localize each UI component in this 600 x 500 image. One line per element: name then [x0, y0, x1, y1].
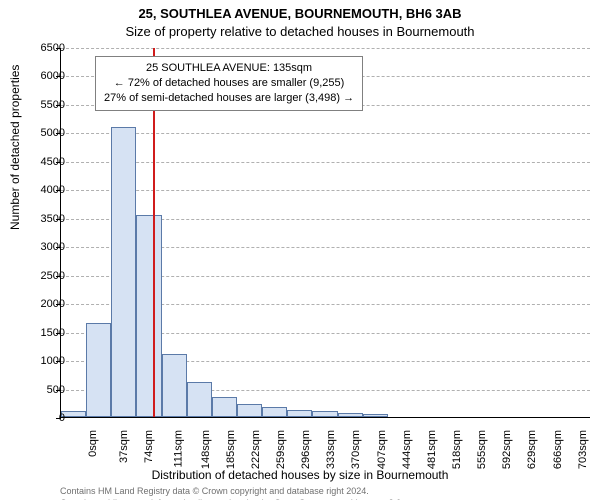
gridline [61, 133, 590, 134]
y-tick-label: 3000 [15, 241, 65, 253]
x-tick-label: 37sqm [118, 430, 130, 463]
x-tick-label: 370sqm [351, 430, 363, 469]
annotation-line: 27% of semi-detached houses are larger (… [104, 91, 354, 106]
y-tick-label: 5500 [15, 99, 65, 111]
y-tick-label: 5000 [15, 127, 65, 139]
x-tick-label: 185sqm [225, 430, 237, 469]
gridline [61, 48, 590, 49]
x-tick-label: 592sqm [501, 430, 513, 469]
x-tick-label: 148sqm [200, 430, 212, 469]
y-tick-label: 0 [15, 412, 65, 424]
histogram-bar [262, 407, 287, 417]
y-tick-label: 2500 [15, 270, 65, 282]
x-tick-label: 222sqm [250, 430, 262, 469]
histogram-bar [136, 215, 161, 417]
y-tick-label: 4000 [15, 184, 65, 196]
histogram-plot-area: 25 SOUTHLEA AVENUE: 135sqm← 72% of detac… [60, 48, 590, 418]
histogram-bar [187, 382, 212, 417]
histogram-bar [86, 323, 111, 417]
chart-title-line1: 25, SOUTHLEA AVENUE, BOURNEMOUTH, BH6 3A… [0, 6, 600, 21]
x-tick-label: 518sqm [451, 430, 463, 469]
histogram-bar [363, 414, 388, 417]
y-tick-label: 500 [15, 384, 65, 396]
histogram-bar [237, 404, 262, 417]
gridline [61, 162, 590, 163]
x-tick-label: 481sqm [426, 430, 438, 469]
histogram-bar [111, 127, 136, 417]
annotation-line: ← 72% of detached houses are smaller (9,… [104, 76, 354, 91]
chart-title-line2: Size of property relative to detached ho… [0, 24, 600, 39]
x-tick-label: 555sqm [476, 430, 488, 469]
x-tick-label: 0sqm [87, 430, 99, 457]
x-tick-label: 407sqm [376, 430, 388, 469]
histogram-bar [287, 410, 312, 417]
x-tick-label: 111sqm [173, 430, 185, 468]
chart-container: 25, SOUTHLEA AVENUE, BOURNEMOUTH, BH6 3A… [0, 0, 600, 500]
x-tick-label: 296sqm [300, 430, 312, 469]
footer-copyright-line1: Contains HM Land Registry data © Crown c… [60, 486, 369, 496]
x-tick-label: 666sqm [552, 430, 564, 469]
x-tick-label: 444sqm [401, 430, 413, 469]
y-axis-title: Number of detached properties [8, 65, 22, 230]
y-tick-label: 6000 [15, 70, 65, 82]
y-tick-label: 1500 [15, 327, 65, 339]
y-tick-label: 3500 [15, 213, 65, 225]
y-tick-label: 2000 [15, 298, 65, 310]
x-tick-label: 259sqm [275, 430, 287, 469]
histogram-bar [312, 411, 337, 417]
x-tick-label: 703sqm [577, 430, 589, 469]
histogram-bar [338, 413, 363, 417]
x-tick-label: 74sqm [143, 430, 155, 463]
histogram-bar [212, 397, 237, 417]
y-tick-label: 4500 [15, 156, 65, 168]
histogram-bar [162, 354, 187, 417]
x-tick-label: 333sqm [325, 430, 337, 469]
annotation-box: 25 SOUTHLEA AVENUE: 135sqm← 72% of detac… [95, 56, 363, 111]
y-tick-label: 1000 [15, 355, 65, 367]
gridline [61, 190, 590, 191]
x-tick-label: 629sqm [527, 430, 539, 469]
y-tick-label: 6500 [15, 42, 65, 54]
x-axis-title: Distribution of detached houses by size … [0, 468, 600, 482]
annotation-line: 25 SOUTHLEA AVENUE: 135sqm [104, 61, 354, 76]
